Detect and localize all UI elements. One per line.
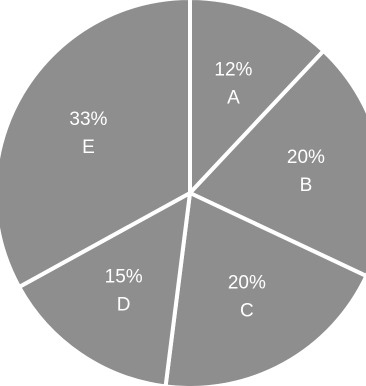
slice-category-label: C xyxy=(240,300,254,321)
slice-category-label: B xyxy=(300,175,313,196)
slice-percent-label: 15% xyxy=(105,267,143,288)
slice-category-label: A xyxy=(227,87,240,108)
slice-percent-label: 33% xyxy=(69,109,107,130)
pie-slice-b xyxy=(188,48,366,278)
pie-labels: 12% A 20% B 20% C 15% D 33% E xyxy=(69,59,325,321)
slice-category-label: D xyxy=(117,295,131,316)
pie-slice-d xyxy=(17,191,192,386)
slice-percent-label: 12% xyxy=(214,59,252,80)
pie-slice-a xyxy=(188,0,326,195)
pie-slice-c xyxy=(163,191,366,386)
slice-percent-label: 20% xyxy=(228,272,266,293)
slice-category-label: E xyxy=(82,137,95,158)
pie-slice-e xyxy=(0,0,192,289)
slice-percent-label: 20% xyxy=(287,147,325,168)
